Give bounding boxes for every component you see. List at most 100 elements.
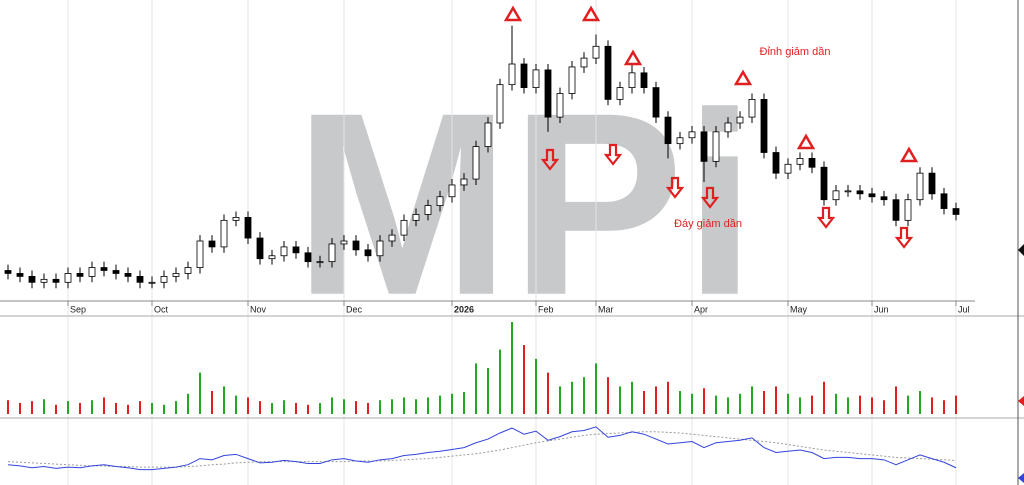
candle-body	[460, 178, 468, 186]
candle-body	[904, 199, 912, 221]
volume-bar	[955, 395, 957, 414]
volume-bar	[835, 393, 837, 414]
trough-markers	[540, 143, 914, 249]
volume-bar	[139, 401, 141, 414]
x-tick-label: Jul	[958, 304, 970, 314]
volume-bar	[499, 349, 501, 414]
candle-body	[208, 240, 216, 248]
candle-body	[88, 267, 96, 277]
candle-body	[424, 205, 432, 215]
candle-body	[64, 273, 72, 283]
candle-body	[532, 69, 540, 89]
volume-bar	[163, 404, 165, 414]
volume-bar	[331, 397, 333, 414]
candle-body	[544, 69, 552, 118]
volume-bar	[595, 363, 597, 414]
volume-bar	[691, 393, 693, 414]
x-tick-label: Feb	[538, 304, 554, 314]
volume-bar	[31, 401, 33, 414]
volume-bar	[343, 399, 345, 414]
volume-bar	[247, 397, 249, 414]
candle-body	[352, 240, 360, 251]
volume-bar	[235, 395, 237, 414]
volume-bar	[667, 381, 669, 414]
candle-body	[592, 45, 600, 59]
candle-body	[868, 193, 876, 198]
candle-body	[412, 214, 420, 221]
candle-body	[928, 172, 936, 195]
candle-body	[316, 261, 324, 264]
peak-triangle	[899, 146, 919, 163]
volume-bar	[319, 402, 321, 414]
trough-arrow	[700, 186, 720, 209]
candle-body	[184, 267, 192, 274]
candle-body	[40, 278, 48, 283]
volume-pointer	[1018, 396, 1024, 406]
candle-body	[952, 208, 960, 215]
candle-body	[580, 57, 588, 68]
volume-bar	[859, 395, 861, 414]
candle-body	[508, 63, 516, 86]
candle-body	[100, 267, 108, 271]
volume-bar	[811, 395, 813, 414]
x-tick-label: Oct	[154, 304, 169, 314]
volume-bar	[283, 400, 285, 414]
candle-body	[772, 152, 780, 174]
volume-bar	[871, 397, 873, 414]
volume-bar	[919, 391, 921, 414]
candle-body	[244, 216, 252, 239]
volume-bar	[679, 391, 681, 414]
candle-body	[436, 196, 444, 206]
candle-body	[256, 237, 264, 260]
candle-body	[496, 84, 504, 124]
candle-body	[328, 243, 336, 263]
candle-body	[688, 131, 696, 139]
trough-arrow	[816, 206, 836, 229]
candle-body	[724, 122, 732, 133]
plot: Sep Oct Nov Dec 2026 Feb Mar Apr May Jun Jul	[4, 25, 970, 471]
candle-body	[604, 45, 612, 100]
candle-body	[844, 190, 852, 193]
candle-body	[340, 240, 348, 245]
candle-body	[232, 216, 240, 221]
candle-body	[676, 137, 684, 145]
candle-body	[760, 99, 768, 153]
volume-bar	[79, 402, 81, 414]
peak-markers	[503, 5, 919, 163]
candle-body	[112, 270, 120, 274]
candle-body	[820, 166, 828, 201]
price-pointer	[1018, 244, 1024, 256]
candle-body	[28, 275, 36, 283]
candle-body	[280, 246, 288, 257]
candle-body	[784, 163, 792, 174]
volume-bar	[127, 404, 129, 414]
volume-bar	[91, 400, 93, 414]
volume-bar	[115, 402, 117, 414]
volume-bar	[487, 368, 489, 414]
volume-bar	[535, 358, 537, 414]
candle-body	[136, 275, 144, 283]
volume-bar	[619, 386, 621, 414]
candle-body	[388, 234, 396, 242]
candle-body	[616, 87, 624, 100]
volume-bar	[7, 400, 9, 414]
candle-body	[520, 63, 528, 89]
volume-bar	[571, 381, 573, 414]
volume-bar	[451, 393, 453, 414]
x-tick-label: Mar	[598, 304, 614, 314]
volume-bar	[307, 404, 309, 414]
x-tick-label: Dec	[346, 304, 363, 314]
candle-body	[304, 252, 312, 263]
volume-bar	[67, 401, 69, 414]
candle-body	[880, 196, 888, 201]
candle-body	[736, 116, 744, 124]
candle-body	[796, 157, 804, 165]
peak-triangle	[503, 5, 523, 22]
volume-bar	[55, 404, 57, 414]
volume-bar	[763, 391, 765, 414]
volume-bar	[823, 381, 825, 414]
x-tick-label: Jun	[874, 304, 889, 314]
peak-triangle	[733, 69, 753, 86]
indicator-line	[7, 431, 957, 468]
